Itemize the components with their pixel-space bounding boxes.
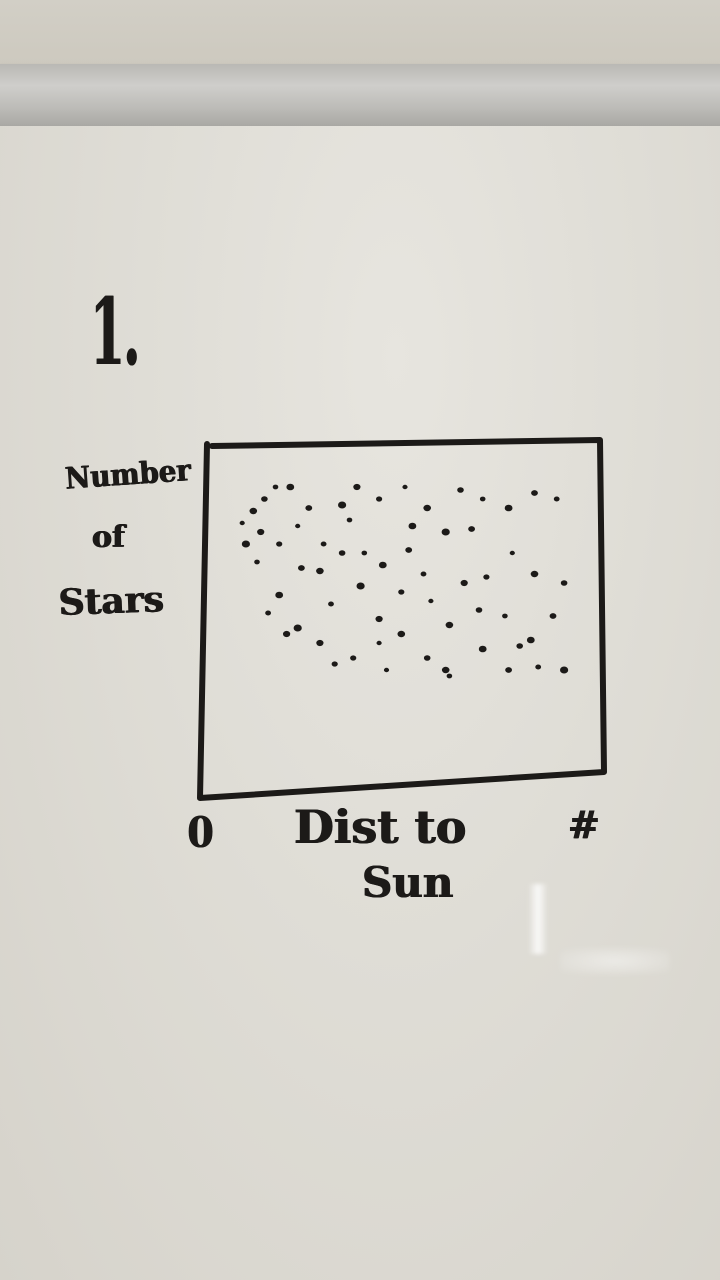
data-point — [353, 483, 361, 491]
data-point — [298, 565, 305, 571]
data-point — [320, 541, 327, 547]
data-point — [265, 610, 271, 616]
data-point — [331, 661, 338, 667]
data-point — [460, 579, 468, 587]
data-point — [261, 496, 268, 502]
data-point — [509, 550, 515, 556]
data-point — [402, 484, 408, 490]
data-point — [423, 655, 431, 661]
data-point — [530, 570, 539, 578]
data-point — [293, 624, 302, 632]
whiteboard — [0, 126, 720, 1280]
data-point — [286, 483, 295, 491]
data-point — [468, 526, 475, 532]
data-point — [549, 613, 557, 619]
data-point — [531, 490, 538, 496]
data-point — [328, 601, 334, 607]
x-axis-label-line-2: Sun — [362, 858, 454, 907]
data-point — [526, 636, 535, 644]
data-point — [420, 571, 427, 577]
x-axis-label-line-1: Dist to — [294, 800, 467, 854]
x-axis-end-label: # — [568, 802, 600, 847]
data-point — [350, 655, 357, 661]
data-point — [283, 630, 291, 638]
light-reflection-soft — [560, 948, 670, 974]
data-point — [423, 504, 432, 512]
data-point — [475, 607, 483, 613]
data-point — [428, 598, 434, 604]
data-point — [316, 567, 324, 575]
data-point — [535, 664, 542, 670]
data-point — [338, 501, 347, 509]
data-point — [383, 667, 390, 673]
data-point — [338, 550, 346, 556]
data-point — [239, 520, 245, 526]
data-point — [254, 559, 260, 565]
data-point — [356, 582, 365, 590]
data-point — [504, 504, 513, 512]
data-point — [378, 561, 387, 569]
data-point — [361, 550, 368, 556]
data-point — [457, 487, 464, 493]
data-point — [275, 591, 284, 599]
data-points — [239, 483, 569, 679]
light-reflection — [528, 884, 548, 954]
data-point — [295, 523, 301, 529]
data-point — [375, 615, 383, 623]
data-point — [560, 666, 569, 674]
data-point — [441, 528, 450, 536]
data-point — [241, 540, 250, 548]
data-point — [478, 645, 487, 653]
plot-frame — [197, 437, 607, 801]
data-point — [560, 580, 568, 586]
wall — [0, 0, 720, 64]
data-point — [408, 522, 417, 530]
data-point — [405, 547, 413, 553]
whiteboard-frame — [0, 64, 720, 126]
data-point — [553, 496, 560, 502]
data-point — [483, 574, 490, 580]
data-point — [446, 673, 453, 679]
x-axis-start-label: 0 — [187, 808, 214, 857]
data-point — [376, 496, 383, 502]
data-point — [441, 666, 450, 674]
data-point — [346, 517, 353, 523]
data-point — [376, 640, 382, 646]
data-point — [272, 484, 279, 490]
data-point — [505, 667, 512, 673]
data-point — [276, 541, 283, 547]
data-point — [445, 621, 454, 629]
data-point — [479, 496, 486, 502]
data-point — [516, 643, 523, 649]
data-point — [257, 528, 265, 536]
question-number: 1. — [90, 278, 141, 386]
data-point — [249, 507, 258, 515]
data-point — [316, 639, 324, 647]
data-point — [305, 505, 313, 511]
y-axis-label-line-2: of — [92, 520, 125, 555]
data-point — [398, 589, 405, 595]
data-point — [502, 613, 508, 619]
data-point — [397, 630, 406, 638]
